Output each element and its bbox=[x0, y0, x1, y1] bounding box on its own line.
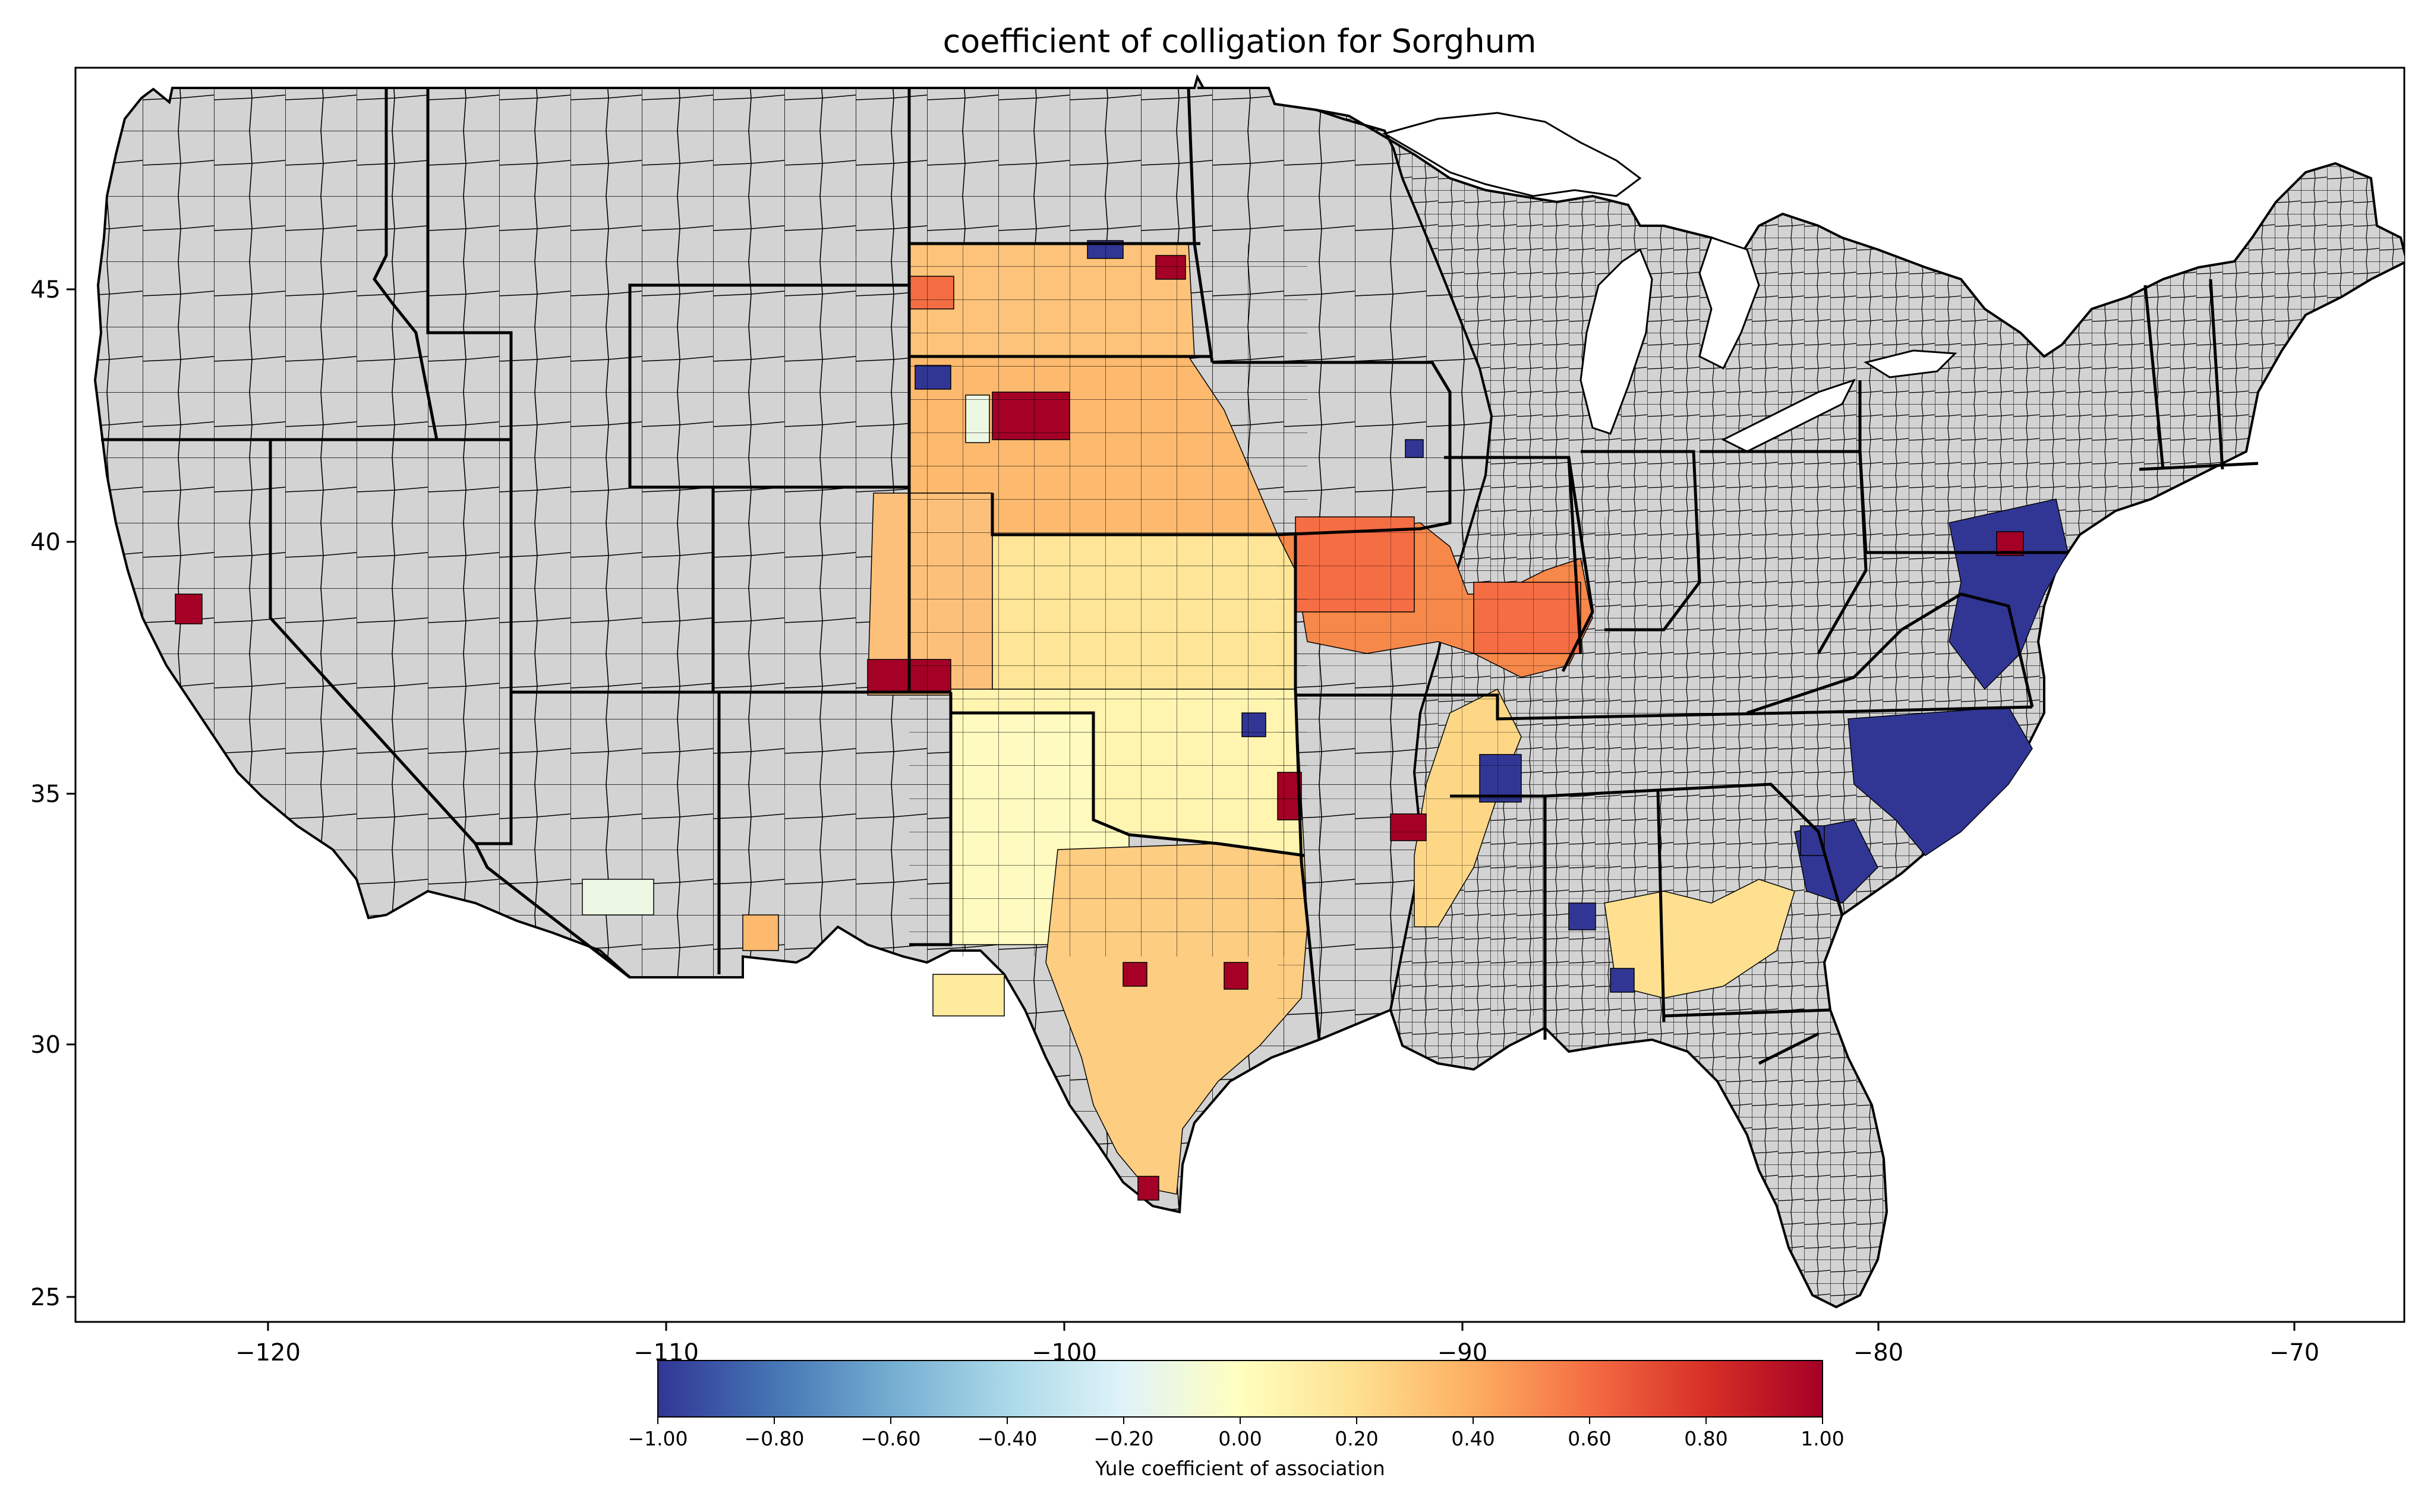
county-dark-red bbox=[1224, 962, 1248, 990]
y-axis bbox=[67, 288, 75, 1298]
mississippi-county-grid bbox=[1278, 517, 1610, 1016]
colorbar-tick-label: −1.00 bbox=[628, 1427, 688, 1450]
colorbar-tick-label: 0.40 bbox=[1451, 1427, 1495, 1450]
county-dark-red bbox=[1137, 1176, 1159, 1201]
lake-erie bbox=[1721, 378, 1856, 453]
county-light-orange bbox=[932, 974, 1005, 1017]
lake-huron bbox=[1698, 236, 1760, 370]
county-blue bbox=[1610, 968, 1635, 993]
colorbar-tick-label: 0.00 bbox=[1218, 1427, 1262, 1450]
lake-superior bbox=[1382, 112, 1642, 197]
colorbar-tick-label: 0.60 bbox=[1568, 1427, 1611, 1450]
colorbar-tick-label: 0.80 bbox=[1684, 1427, 1727, 1450]
region-north-carolina-virginia bbox=[1847, 706, 2033, 856]
lake-michigan bbox=[1579, 248, 1653, 435]
region-georgia-alabama bbox=[1604, 879, 1795, 999]
y-tick-label: 45 bbox=[30, 276, 61, 304]
county-dark-red bbox=[175, 594, 203, 624]
county-dark-red bbox=[1123, 962, 1147, 987]
county-light-orange bbox=[742, 914, 779, 951]
lake-ontario bbox=[1864, 349, 1957, 378]
y-axis-labels: 45 40 35 30 25 bbox=[30, 276, 61, 1311]
colorbar-tick-label: 0.20 bbox=[1335, 1427, 1378, 1450]
colorbar: −1.00 −0.80 −0.60 −0.40 −0.20 0.00 0.20 0.40 0.6… bbox=[628, 1360, 1845, 1480]
plains-county-grid bbox=[909, 244, 1307, 957]
map-layer bbox=[93, 74, 2404, 1309]
x-axis bbox=[267, 1322, 2296, 1331]
map-title: coefficient of colligation for Sorghum bbox=[943, 23, 1537, 60]
y-tick-label: 25 bbox=[30, 1284, 61, 1311]
x-tick-label: −80 bbox=[1853, 1339, 1903, 1366]
colorbar-gradient bbox=[657, 1360, 1823, 1418]
x-tick-label: −70 bbox=[2269, 1339, 2319, 1366]
colorbar-label: Yule coefficient of association bbox=[1095, 1457, 1385, 1480]
county-blue bbox=[1405, 439, 1424, 458]
y-tick-label: 30 bbox=[30, 1031, 61, 1059]
colorbar-tick-label: −0.20 bbox=[1093, 1427, 1153, 1450]
colorbar-tick-label: −0.60 bbox=[860, 1427, 920, 1450]
county-pale-green bbox=[582, 879, 654, 916]
x-tick-label: −120 bbox=[235, 1339, 301, 1366]
colorbar-tick-label: 1.00 bbox=[1801, 1427, 1844, 1450]
y-tick-label: 35 bbox=[30, 781, 61, 808]
y-tick-label: 40 bbox=[30, 529, 61, 556]
colorbar-tick-label: −0.40 bbox=[977, 1427, 1037, 1450]
state-borders bbox=[101, 87, 2259, 1065]
colorbar-tick-label: −0.80 bbox=[744, 1427, 804, 1450]
colorbar-ticks: −1.00 −0.80 −0.60 −0.40 −0.20 0.00 0.20 0.40 0.6… bbox=[628, 1417, 1845, 1450]
